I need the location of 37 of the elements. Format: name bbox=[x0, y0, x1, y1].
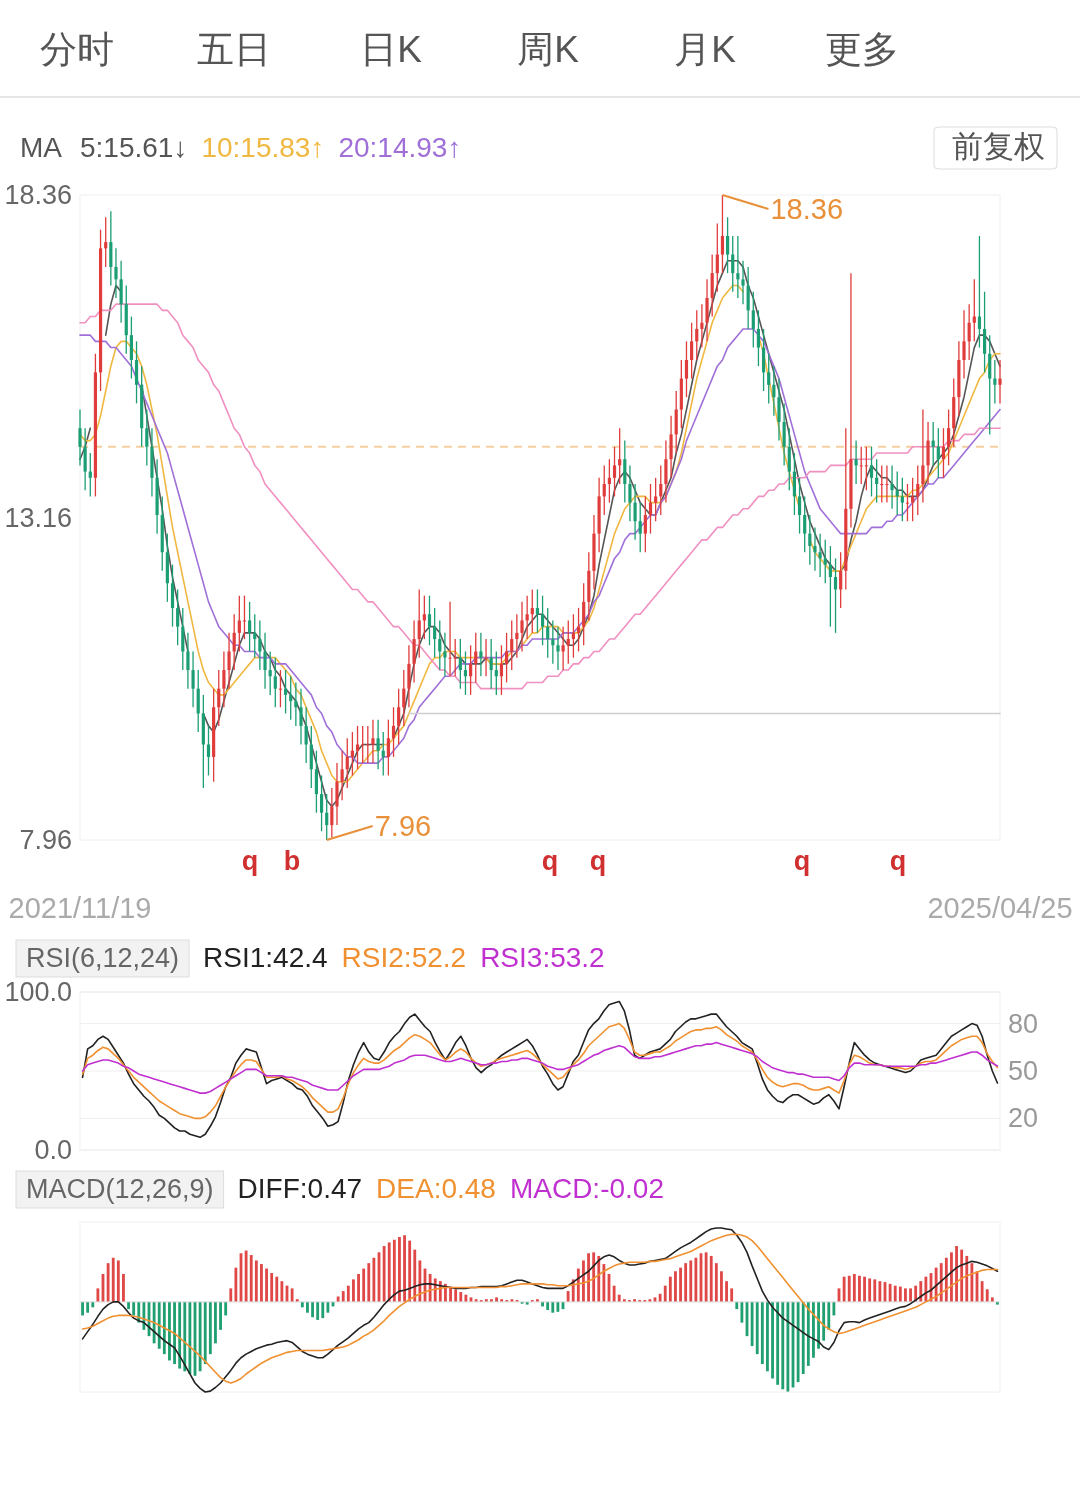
text: 20:14.93↑ bbox=[338, 132, 462, 163]
y-tick-label: 0.0 bbox=[34, 1135, 72, 1165]
legend-title: MA bbox=[20, 132, 63, 163]
annotation: 7.96 bbox=[374, 810, 432, 842]
y-tick-label: 18.36 bbox=[4, 180, 72, 210]
text: 更多 bbox=[825, 29, 899, 70]
text: DEA:0.48 bbox=[376, 1173, 496, 1204]
y2-tick-label: 20 bbox=[1008, 1103, 1039, 1134]
text: 周K bbox=[517, 29, 580, 70]
text: q bbox=[589, 846, 607, 876]
y2-tick-label: 50 bbox=[1008, 1056, 1039, 1086]
text: RSI1:42.4 bbox=[203, 942, 328, 973]
text: RSI3:53.2 bbox=[480, 942, 605, 973]
text: q bbox=[541, 846, 559, 876]
text: q bbox=[241, 846, 259, 876]
y-tick-label: 100.0 bbox=[4, 977, 72, 1007]
text: RSI2:52.2 bbox=[341, 942, 467, 973]
chart-title: RSI(6,12,24) bbox=[26, 943, 180, 973]
text: DIFF:0.47 bbox=[237, 1173, 363, 1204]
text: q bbox=[793, 846, 811, 876]
chart-title: MACD(12,26,9) bbox=[26, 1174, 214, 1204]
text: q bbox=[889, 846, 907, 876]
text: 月K bbox=[674, 29, 737, 70]
text: 分时 bbox=[40, 29, 114, 70]
text: 10:15.83↑ bbox=[201, 132, 325, 163]
x-tick-label: 2021/11/19 bbox=[8, 892, 152, 924]
text: 前复权 bbox=[952, 129, 1045, 164]
y-tick-label: 7.96 bbox=[19, 825, 72, 855]
annotation: 18.36 bbox=[770, 193, 844, 225]
x-tick-label: 2025/04/25 bbox=[927, 892, 1073, 924]
y2-tick-label: 80 bbox=[1008, 1008, 1039, 1039]
text: 五日 bbox=[197, 29, 271, 70]
y-tick-label: 13.16 bbox=[4, 502, 72, 533]
text: 日K bbox=[360, 29, 423, 70]
text: MACD:-0.02 bbox=[509, 1173, 664, 1204]
text: 5:15.61↓ bbox=[80, 132, 188, 163]
text: b bbox=[283, 846, 301, 876]
